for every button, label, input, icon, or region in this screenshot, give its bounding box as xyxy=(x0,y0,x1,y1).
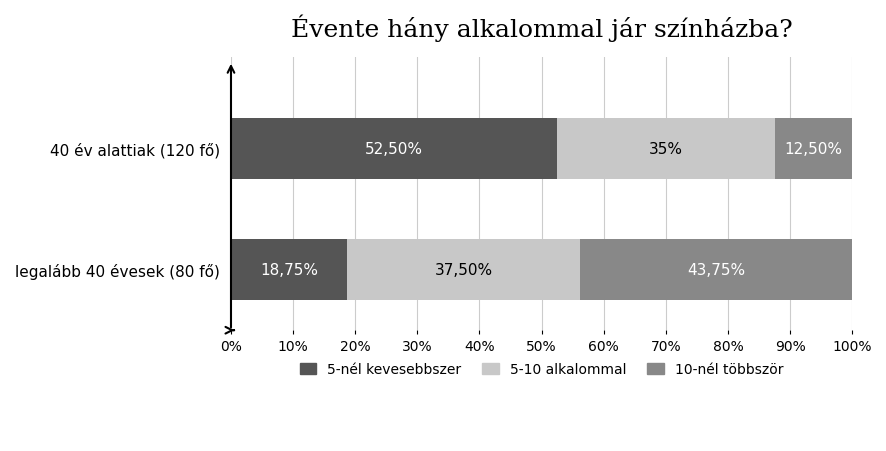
Bar xyxy=(773,119,851,179)
Bar xyxy=(230,119,556,179)
Bar xyxy=(347,240,579,300)
Text: 37,50%: 37,50% xyxy=(434,262,493,277)
Bar xyxy=(230,240,347,300)
Text: 52,50%: 52,50% xyxy=(365,142,423,156)
Bar xyxy=(579,240,851,300)
Text: 18,75%: 18,75% xyxy=(260,262,318,277)
Text: 43,75%: 43,75% xyxy=(687,262,744,277)
Title: Évente hány alkalommal jár színházba?: Évente hány alkalommal jár színházba? xyxy=(291,15,791,42)
Text: 35%: 35% xyxy=(649,142,682,156)
Text: 12,50%: 12,50% xyxy=(783,142,842,156)
Bar xyxy=(556,119,773,179)
Legend: 5-nél kevesebbszer, 5-10 alkalommal, 10-nél többször: 5-nél kevesebbszer, 5-10 alkalommal, 10-… xyxy=(292,356,789,383)
